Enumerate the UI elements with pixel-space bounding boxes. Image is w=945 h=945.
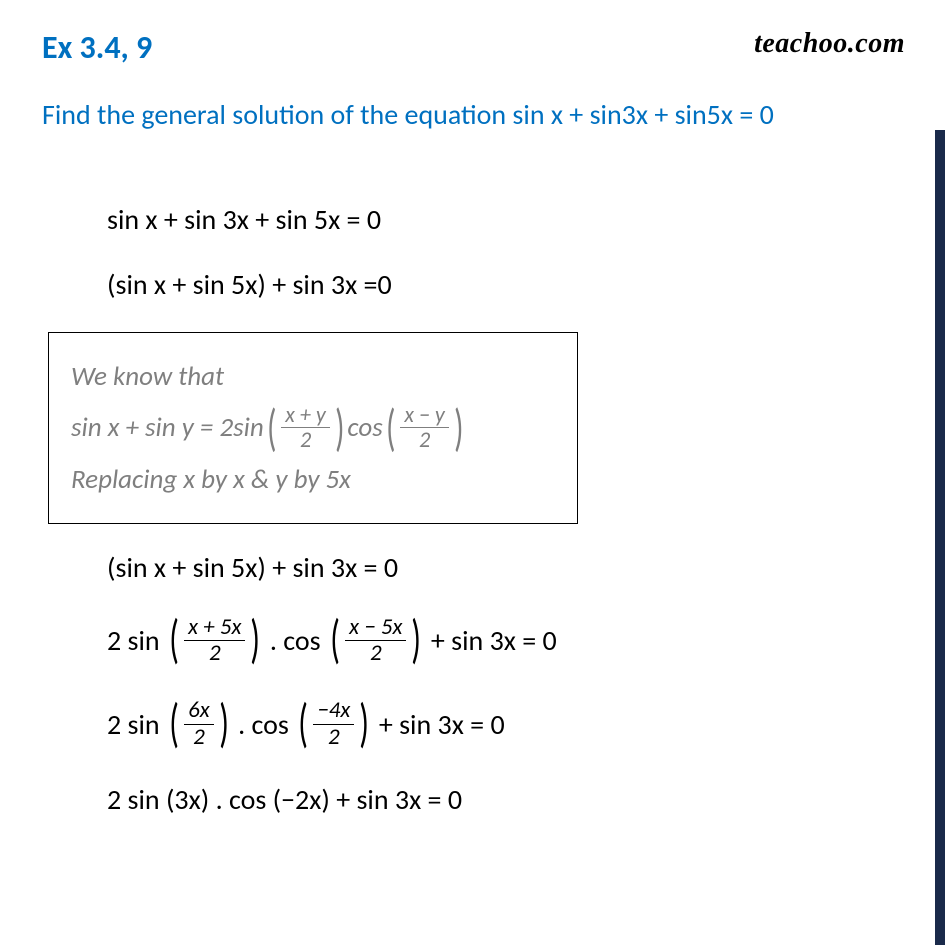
- close-paren: ): [412, 619, 422, 662]
- fraction: 6x 2: [184, 698, 214, 749]
- paren-group: ( 6x 2 ): [166, 698, 232, 749]
- frac-den: 2: [366, 641, 386, 666]
- fraction-2-den: 2: [415, 428, 434, 452]
- step-4: 2 sin ( x + 5x 2 ) . cos ( x − 5x 2 ) + …: [107, 615, 905, 666]
- open-paren: (: [330, 619, 340, 662]
- header-row: Ex 3.4, 9 teachoo.com: [42, 28, 905, 67]
- fraction: −4x 2: [313, 698, 354, 749]
- frac-den: 2: [189, 725, 209, 750]
- step-3: (sin x + sin 5x) + sin 3x = 0: [107, 550, 905, 585]
- frac-num: x + 5x: [184, 615, 245, 641]
- eq4-post: + sin 3x = 0: [425, 623, 557, 658]
- open-paren: (: [386, 407, 395, 448]
- open-paren: (: [169, 703, 179, 746]
- paren-group: ( −4x 2 ): [295, 698, 372, 749]
- frac-num: x − 5x: [345, 615, 406, 641]
- close-paren: ): [454, 407, 463, 448]
- close-paren: ): [219, 703, 229, 746]
- step-1: sin x + sin 3x + sin 5x = 0: [107, 202, 905, 237]
- paren-group-1: ( x + y 2 ): [264, 403, 348, 453]
- formula-box-identity: sin x + sin y = 2sin ( x + y 2 ) cos ( x…: [71, 402, 555, 453]
- formula-prefix: sin x + sin y = 2sin: [71, 402, 264, 453]
- step-2: (sin x + sin 5x) + sin 3x =0: [107, 267, 905, 302]
- fraction-2: x − y 2: [400, 403, 449, 453]
- close-paren: ): [251, 619, 261, 662]
- formula-mid: cos: [347, 402, 382, 453]
- eq4-mid: . cos: [264, 623, 327, 658]
- fraction-2-num: x − y: [400, 403, 449, 428]
- fraction-1-num: x + y: [281, 403, 330, 428]
- frac-num: −4x: [313, 698, 354, 724]
- fraction: x + 5x 2: [184, 615, 245, 666]
- formula-box-line1: We know that: [71, 351, 555, 402]
- open-paren: (: [298, 703, 308, 746]
- eq5-mid: . cos: [232, 707, 295, 742]
- step-7: 2 sin (3x) . cos (−2x) + sin 3x = 0: [107, 782, 905, 817]
- frac-den: 2: [205, 641, 225, 666]
- step-5: 2 sin ( 6x 2 ) . cos ( −4x 2 ) + sin 3x …: [107, 698, 905, 749]
- open-paren: (: [169, 619, 179, 662]
- paren-group: ( x + 5x 2 ): [166, 615, 264, 666]
- brand-logo: teachoo.com: [754, 28, 905, 60]
- close-paren: ): [335, 407, 344, 448]
- open-paren: (: [267, 407, 276, 448]
- eq4-pre: 2 sin: [107, 623, 166, 658]
- formula-box-line3: Replacing x by x & y by 5x: [71, 454, 555, 505]
- formula-identity-box: We know that sin x + sin y = 2sin ( x + …: [48, 332, 578, 524]
- exercise-title: Ex 3.4, 9: [42, 28, 152, 67]
- eq5-pre: 2 sin: [107, 707, 166, 742]
- eq5-post: + sin 3x = 0: [373, 707, 505, 742]
- question-text: Find the general solution of the equatio…: [42, 97, 905, 132]
- frac-num: 6x: [184, 698, 214, 724]
- frac-den: 2: [324, 725, 344, 750]
- page-content: Ex 3.4, 9 teachoo.com Find the general s…: [0, 0, 945, 817]
- fraction-1-den: 2: [296, 428, 315, 452]
- right-border-bar: [935, 130, 945, 945]
- close-paren: ): [360, 703, 370, 746]
- fraction: x − 5x 2: [345, 615, 406, 666]
- fraction-1: x + y 2: [281, 403, 330, 453]
- paren-group-2: ( x − y 2 ): [383, 403, 467, 453]
- paren-group: ( x − 5x 2 ): [327, 615, 425, 666]
